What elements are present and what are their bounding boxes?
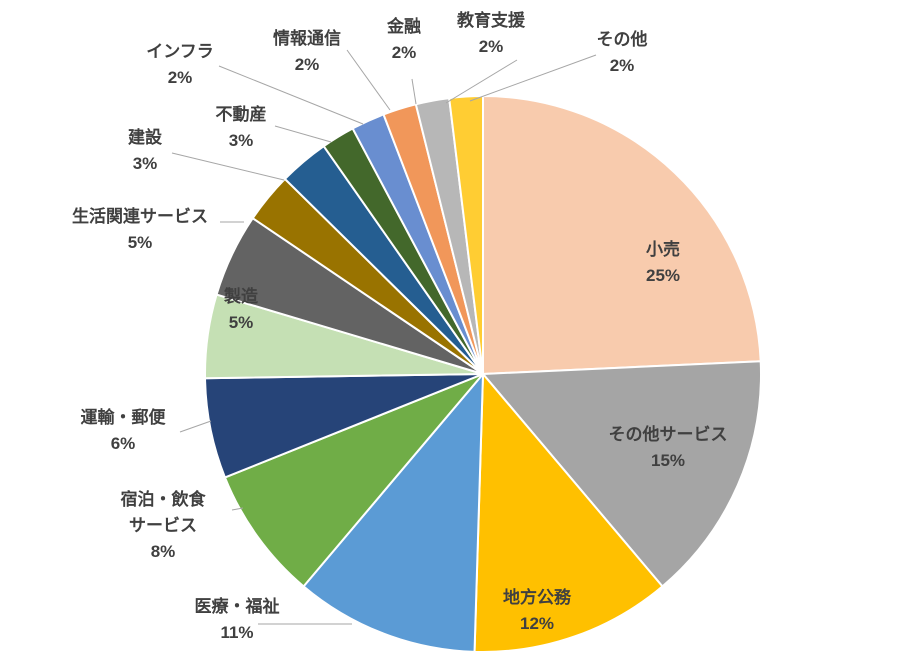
leader-line [411, 78, 417, 105]
data-label: 医療・福祉 11% [195, 596, 280, 642]
data-label-value: 6% [111, 434, 136, 453]
data-label-category: インフラ [146, 42, 214, 61]
leader-line [274, 125, 332, 143]
data-label-category: 教育支援 [456, 10, 526, 30]
data-label-category: 宿泊・飲食 [121, 489, 207, 509]
data-label-value: 12% [520, 614, 554, 633]
data-label: 地方公務 12% [503, 587, 572, 633]
data-label-category: 小売 [646, 239, 680, 259]
data-label: 小売 25% [646, 239, 680, 285]
data-label-category: 製造 [223, 286, 259, 306]
data-label-category: サービス [129, 516, 197, 535]
data-label-category: 地方公務 [503, 587, 572, 607]
data-label: 運輸・郵便 6% [81, 407, 167, 453]
data-label-value: 5% [128, 233, 153, 252]
data-label-category: 建設 [128, 127, 163, 147]
data-label-category: 情報通信 [273, 28, 341, 48]
data-label: インフラ 2% [146, 42, 214, 87]
pie-slice [473, 371, 664, 653]
data-label-category: 医療・福祉 [195, 596, 280, 616]
data-label: 建設 3% [128, 127, 163, 173]
data-label: その他サービス 15% [609, 424, 728, 470]
data-label-category: その他 [597, 29, 648, 49]
data-label-category: 生活関連サービス [72, 206, 208, 226]
data-label-value: 2% [610, 56, 635, 75]
data-label: 不動産 3% [216, 104, 267, 150]
pie-slice [223, 373, 484, 588]
pie-slice [482, 94, 762, 376]
data-label-category: 金融 [386, 16, 421, 36]
data-label-value: 2% [168, 68, 193, 87]
leader-line [445, 59, 518, 104]
pie-slice [302, 371, 485, 653]
data-label-value: 25% [646, 266, 680, 285]
data-label-value: 2% [295, 55, 320, 74]
leader-lines [171, 49, 597, 625]
data-label-value: 11% [220, 623, 253, 642]
data-label-category: 運輸・郵便 [81, 407, 167, 427]
leader-line [171, 152, 285, 181]
data-label-value: 8% [151, 542, 176, 561]
data-label: 教育支援 2% [456, 10, 526, 56]
data-label: 宿泊・飲食サービス 8% [121, 489, 207, 561]
data-label-value: 15% [651, 451, 685, 470]
data-label-value: 3% [133, 154, 158, 173]
data-label-category: 不動産 [216, 104, 267, 124]
data-label-value: 3% [229, 131, 254, 150]
leader-line [231, 507, 244, 511]
data-label: その他 2% [597, 29, 648, 75]
data-label-value: 2% [392, 43, 417, 62]
leader-line [179, 420, 212, 433]
leader-line [218, 65, 364, 125]
data-label: 金融 2% [386, 16, 421, 62]
pie-slice [480, 360, 762, 588]
data-label: 情報通信 2% [273, 28, 341, 74]
data-label-value: 2% [479, 37, 504, 56]
data-label-category: その他サービス [609, 424, 728, 444]
leader-line [469, 54, 597, 102]
data-label-value: 5% [229, 313, 254, 332]
data-labels: 小売 25% その他サービス 15% 地方公務 12% 医療・福祉 11% 宿泊・飲食サービス 8… [72, 10, 728, 642]
data-label: 生活関連サービス 5% [72, 206, 208, 252]
pie-slices [204, 94, 762, 653]
data-label: 製造 5% [223, 286, 259, 332]
leader-line [346, 49, 391, 111]
